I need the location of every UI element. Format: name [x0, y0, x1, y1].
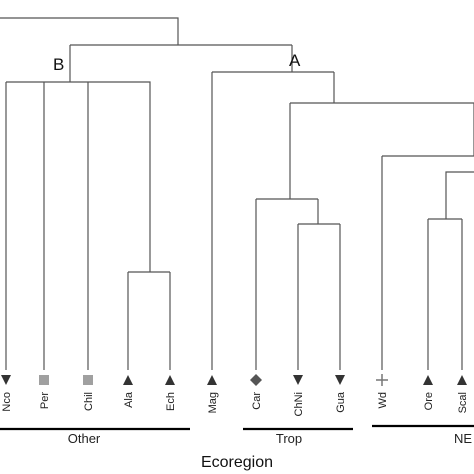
root-branch — [0, 17, 179, 45]
leaf-label-wd: Wd — [377, 392, 389, 409]
leaf-labels: Nco Per Chil Ala Ech Mag Car ChNi Gua Wd… — [1, 391, 469, 416]
leaf-label-car: Car — [251, 392, 263, 410]
leaf-label-scal: Scal — [457, 392, 469, 413]
marker-ore — [423, 375, 433, 385]
axis-title: Ecoregion — [201, 454, 273, 471]
marker-chil — [83, 375, 93, 385]
ne-stem — [382, 103, 474, 157]
leaf-label-ech: Ech — [165, 392, 177, 411]
ne-inner-stem — [445, 171, 474, 219]
leaf-label-per: Per — [39, 392, 51, 409]
cluster-b-label: B — [53, 55, 64, 74]
group-label-other: Other — [68, 431, 101, 446]
leaf-label-nco: Nco — [1, 392, 13, 412]
marker-mag — [207, 375, 217, 385]
leaf-markers — [1, 374, 467, 386]
marker-chni — [293, 375, 303, 385]
marker-wd — [376, 374, 388, 386]
group-bars — [0, 424, 474, 431]
marker-car — [250, 374, 262, 386]
ala-ech-stem — [124, 81, 151, 272]
leaf-label-mag: Mag — [207, 392, 219, 413]
leaf-label-chni: ChNi — [293, 392, 305, 416]
marker-per — [39, 375, 49, 385]
leaf-label-ore: Ore — [423, 392, 435, 410]
leaf-label-chil: Chil — [83, 392, 95, 411]
group-label-ne: NE — [454, 431, 472, 446]
marker-ala — [123, 375, 133, 385]
group-label-trop: Trop — [276, 431, 302, 446]
marker-ech — [165, 375, 175, 385]
dendrogram-tree — [0, 17, 474, 370]
marker-nco — [1, 375, 11, 385]
marker-gua — [335, 375, 345, 385]
leaf-label-ala: Ala — [123, 391, 135, 408]
cluster-a-label: A — [289, 51, 301, 70]
marker-scal — [457, 375, 467, 385]
leaf-label-gua: Gua — [335, 391, 347, 413]
